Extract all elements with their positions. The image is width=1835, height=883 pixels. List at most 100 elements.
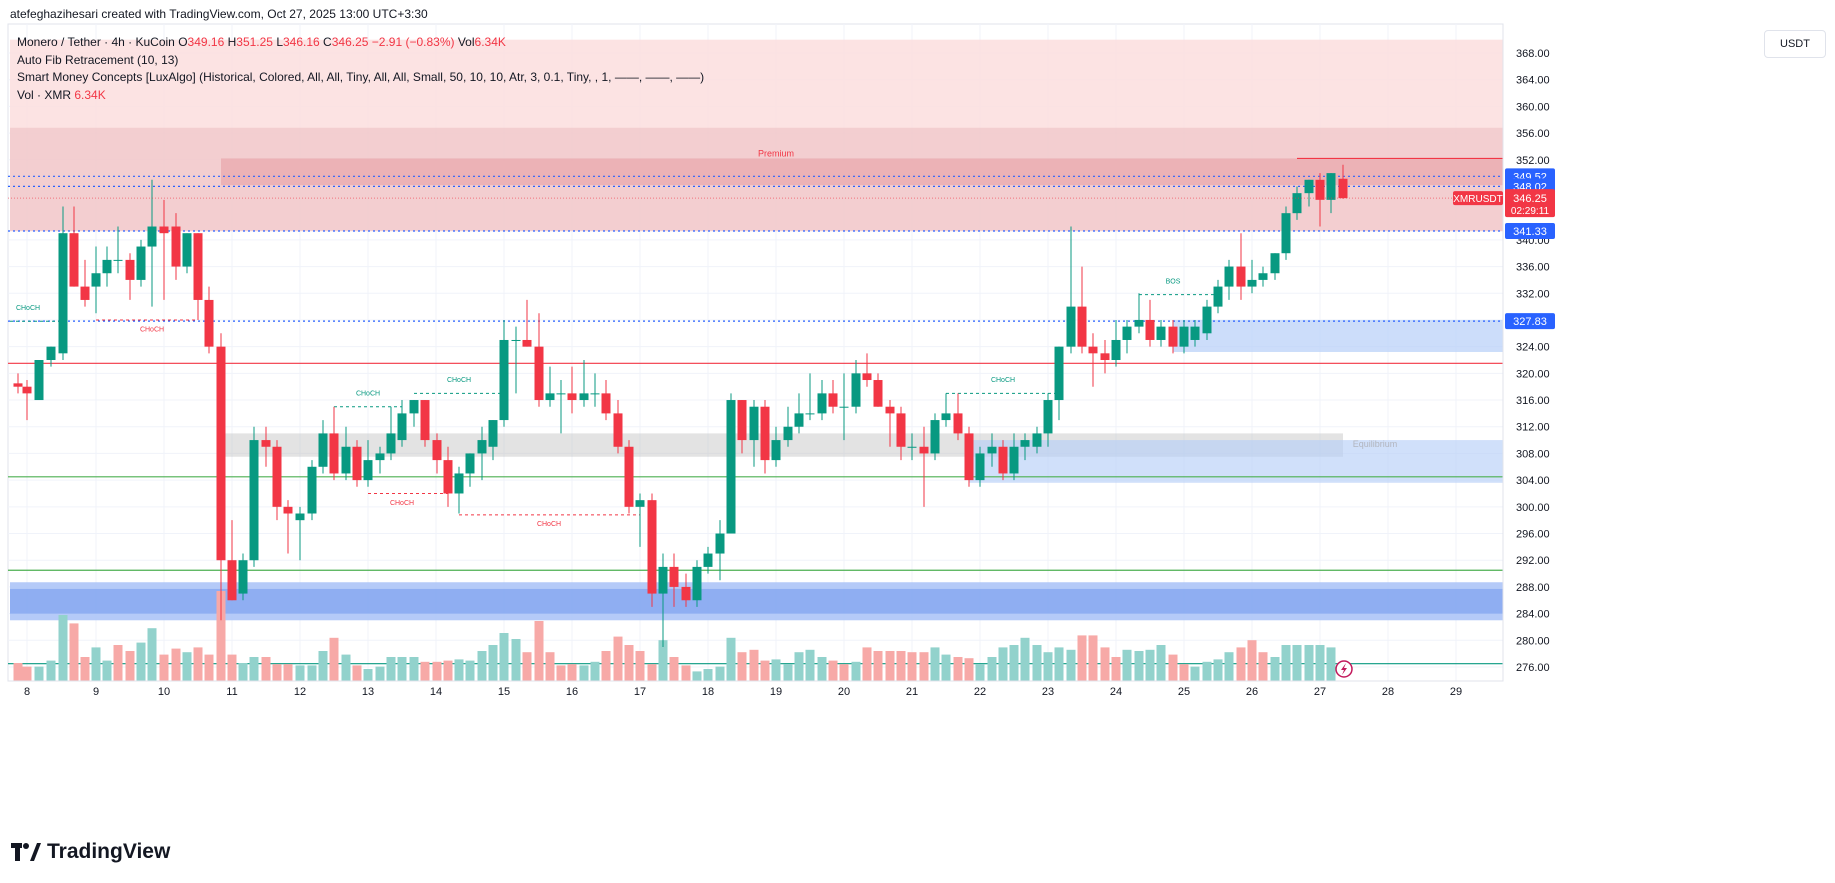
volume-bar [295,665,305,681]
currency-selector[interactable]: USDT [1764,30,1826,58]
change-value: −2.91 (−0.83%) [371,35,455,49]
candle [783,406,793,447]
time-tick-label: 23 [1042,686,1054,698]
volume-bar [204,654,214,681]
price-tick-label: 356.00 [1516,128,1550,140]
candle [692,560,702,607]
candle-body [1338,178,1348,199]
candle [409,400,419,427]
candle-body [624,446,634,507]
legend-ohlc-row[interactable]: Monero / Tether · 4h · KuCoin O349.16 H3… [17,34,704,52]
candle [635,493,645,547]
candle-body [601,393,611,414]
candle [873,373,883,407]
candle-body [397,413,407,441]
candle [363,440,373,487]
candle [125,253,135,300]
volume-bar [58,615,68,681]
candle [13,373,23,394]
volume-bar [1134,651,1144,681]
last-price-value: 346.25 [1513,193,1547,205]
candle-body [1326,173,1336,200]
volume-bar [1054,647,1064,681]
volume-bar [726,637,736,681]
candle [669,553,679,607]
candle [896,406,906,461]
high-label: H [227,35,237,49]
legend: Monero / Tether · 4h · KuCoin O349.16 H3… [17,34,704,104]
volume-bar [272,664,282,681]
volume-bar [238,663,248,681]
chart-credit: atefeghazihesari created with TradingVie… [10,7,428,21]
candle-body [1020,440,1030,447]
volume-bar [465,660,475,681]
candle [283,500,293,554]
candle-body [953,413,963,434]
candle-body [80,286,90,300]
candle [885,400,895,447]
candle [136,239,146,287]
candle [907,433,917,461]
volume-bar [828,660,838,681]
candle [352,440,362,487]
indicator-smc[interactable]: Smart Money Concepts [LuxAlgo] (Historic… [17,70,705,84]
candle-body [613,413,623,447]
candle-body [147,226,157,247]
volume-bar [681,665,691,681]
symbol-tag [1453,191,1503,206]
volume-bar [930,647,940,681]
volume-bar [34,666,44,681]
candle-body [669,566,679,587]
level-price-tag-label: 327.83 [1513,316,1547,328]
candle [703,546,713,574]
volume-bar [703,669,713,681]
candle [839,373,849,441]
volume-bar [692,671,702,681]
symbol-name[interactable]: Monero / Tether · 4h · KuCoin [17,35,175,49]
candle [1066,226,1076,354]
candle [58,206,68,360]
candle-body [261,440,271,447]
candle-body [567,393,577,401]
volume-bar [363,669,373,681]
indicator-volume[interactable]: Vol · XMR 6.34K [17,87,704,105]
candle [953,393,963,441]
candle [420,400,430,447]
candle [227,520,237,601]
volume-bar [318,651,328,681]
volume-bar [1009,645,1019,681]
volume-bar [420,661,430,681]
candle-body [794,413,804,427]
time-tick-label: 26 [1246,686,1258,698]
volume-bar [567,664,577,681]
candle-body [283,506,293,514]
candle [182,233,192,274]
indicator-fib[interactable]: Auto Fib Retracement (10, 13) [17,52,179,67]
candle [930,413,940,461]
volume-bar [964,658,974,681]
tradingview-logo[interactable]: TradingView [11,840,170,864]
level-price-tag [1505,313,1555,330]
candle-body [69,233,79,287]
volume-bar [227,654,237,681]
volume-bar [13,663,23,681]
candle-body [1077,306,1087,347]
candle-body [783,426,793,441]
price-tick-label: 316.00 [1516,395,1550,407]
price-tick-label: 320.00 [1516,368,1550,380]
volume-bar [454,659,464,681]
price-tick-label: 280.00 [1516,635,1550,647]
volume-bar [998,647,1008,681]
candle-body [227,560,237,601]
candle-body [1156,326,1166,340]
candle [851,360,861,414]
volume-bar [1066,649,1076,681]
candle [80,259,90,307]
candle [534,313,544,407]
candle-body [749,406,759,441]
candle [307,460,317,521]
candle-body [341,446,351,474]
candle [1043,393,1053,447]
